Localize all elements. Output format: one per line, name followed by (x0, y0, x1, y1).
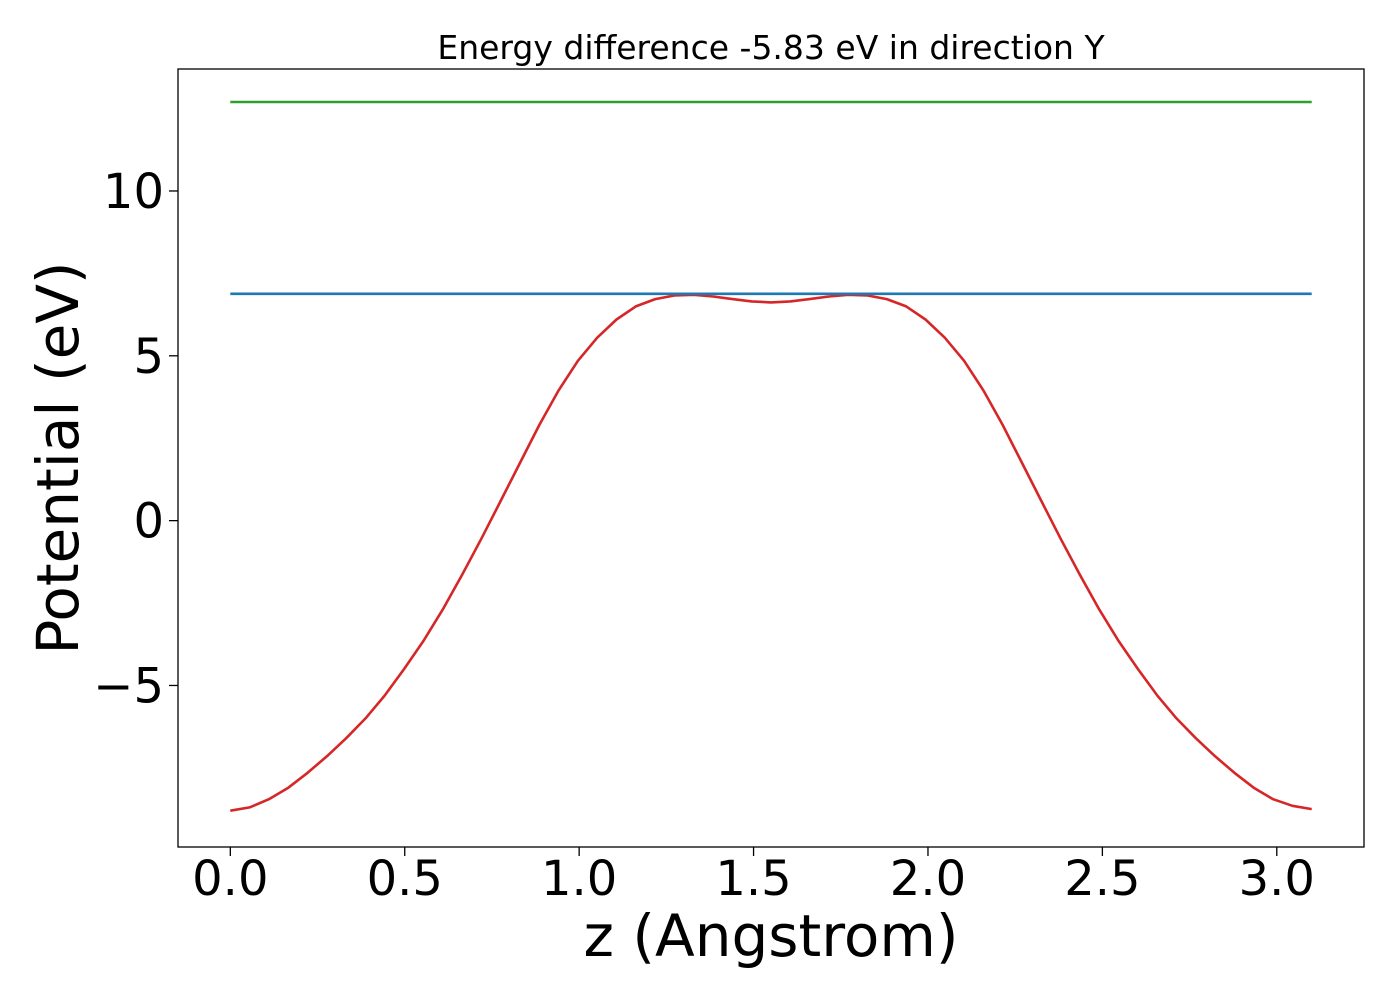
x-tick-label: 0.5 (367, 851, 443, 907)
y-axis-ticks: −5 0 5 10 (93, 164, 178, 714)
chart-title: Energy difference -5.83 eV in direction … (437, 28, 1105, 67)
y-tick-label: 10 (103, 164, 164, 220)
x-tick-label: 0.0 (192, 851, 268, 907)
x-tick-label: 2.0 (890, 851, 966, 907)
y-tick-label: −5 (93, 658, 164, 714)
x-tick-label: 1.5 (715, 851, 791, 907)
x-tick-label: 1.0 (541, 851, 617, 907)
x-tick-label: 2.5 (1064, 851, 1140, 907)
y-tick-label: 0 (133, 494, 164, 550)
plot-frame (177, 68, 1365, 848)
y-tick-label: 5 (133, 329, 164, 385)
x-tick-label: 3.0 (1239, 851, 1315, 907)
y-axis-label: Potential (eV) (24, 261, 92, 654)
potential-curve (230, 293, 1312, 812)
series-layer (230, 100, 1312, 812)
x-axis-label: z (Angstrom) (584, 902, 959, 970)
x-axis-ticks: 0.0 0.5 1.0 1.5 2.0 2.5 3.0 (192, 847, 1315, 907)
